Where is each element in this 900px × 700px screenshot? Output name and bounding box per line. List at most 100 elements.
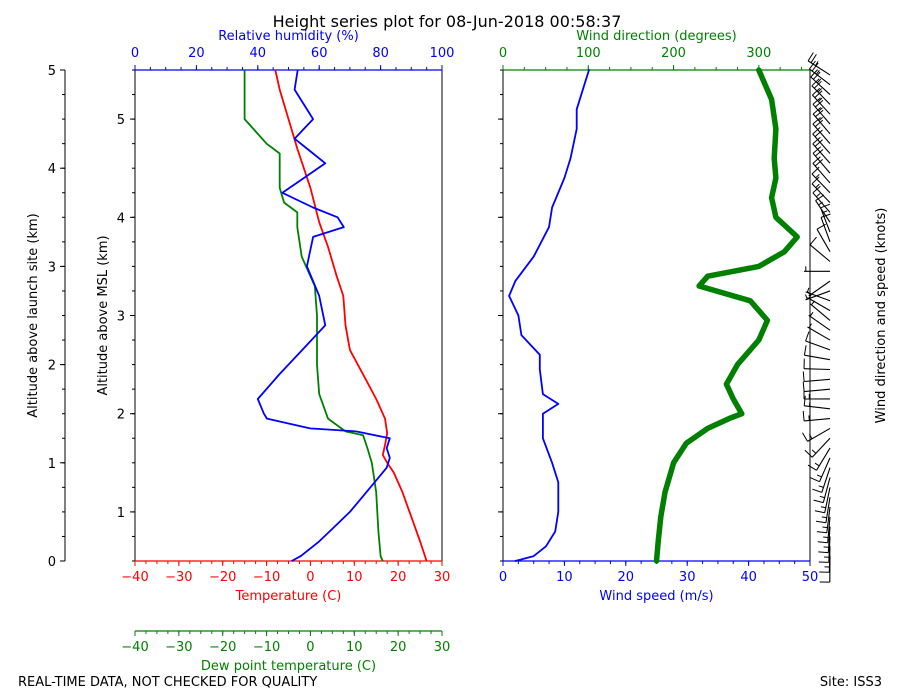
wind-barb-half-feather <box>815 173 820 179</box>
dewpoint-tick-label: −20 <box>209 640 236 655</box>
wind-barb-feather <box>814 159 824 167</box>
wind-barb-feather <box>802 410 805 421</box>
wind-speed-tick-label: 40 <box>740 570 757 585</box>
wind-barb-shaft <box>826 506 831 533</box>
wind-barb-half-feather <box>815 69 820 75</box>
wind-barb-feather <box>814 90 823 98</box>
wind-barb-feather <box>812 97 821 105</box>
wind-barb-feather <box>810 54 817 64</box>
wind-barb-shaft <box>812 143 831 164</box>
wind-barb-half-feather <box>806 290 811 296</box>
launch-site-tick-label: 5 <box>48 64 56 79</box>
wind-barb-half-feather <box>817 88 822 93</box>
msl-tick-label: 1 <box>117 506 125 521</box>
wind-barb-half-feather <box>808 401 811 407</box>
dewpoint-tick-label: −40 <box>121 640 148 655</box>
wind-barb-feather <box>802 432 808 442</box>
wind-barb-shaft <box>811 94 831 115</box>
wind-speed-line <box>508 69 590 562</box>
thermo-panel: 1 2 3 4 5 Altitude above MSL (km) 0 1 2 3 4 5 Altitu… <box>26 29 454 674</box>
wind-barb-feather <box>807 464 817 471</box>
wind-barb-feather <box>811 166 820 175</box>
wind-barb-feather <box>814 139 823 147</box>
dewpoint-tick-label: 20 <box>390 640 407 655</box>
wind-barb-feather <box>812 156 821 164</box>
wind-barb-shaft <box>803 368 831 371</box>
wind-barb-feather <box>804 449 813 458</box>
wind-barb-shaft <box>821 467 831 493</box>
wind-barb-feather <box>811 176 820 185</box>
wind-barb-shaft <box>818 457 831 482</box>
wind-barb-shaft <box>809 244 831 262</box>
msl-tick-label: 2 <box>117 408 125 423</box>
temperature-axis-label: Temperature (C) <box>235 589 342 604</box>
rh-tick-label: 100 <box>430 46 455 61</box>
wind-barb-feather <box>813 80 822 89</box>
wind-barb-half-feather <box>809 434 813 440</box>
wind-barb-shaft <box>805 290 831 301</box>
wind-barb-shaft <box>812 123 831 145</box>
wind-barb-feather <box>812 127 821 135</box>
wind-barb-shaft <box>810 76 831 95</box>
wind-barb-shaft <box>827 526 831 553</box>
rh-line <box>256 69 391 562</box>
wind-dir-tick-label: 100 <box>576 46 601 61</box>
wind-barb-half-feather <box>817 97 823 102</box>
wind-barb-shaft <box>804 405 831 410</box>
footer-quality-note: REAL-TIME DATA, NOT CHECKED FOR QUALITY <box>18 675 317 690</box>
temperature-tick-label: −10 <box>253 570 280 585</box>
wind-barb-shaft <box>828 536 831 563</box>
wind-barb-feather <box>820 203 831 209</box>
wind-barb-axis-label: Wind direction and speed (knots) <box>874 208 889 424</box>
temperature-tick-label: −30 <box>165 570 192 585</box>
wind-barb-feather <box>809 60 816 70</box>
wind-barb-half-feather <box>814 462 820 467</box>
wind-barb-feather <box>812 117 821 125</box>
wind-barb-shaft <box>822 477 831 503</box>
wind-barb-shaft <box>804 378 831 383</box>
wind-barb-half-feather <box>815 193 821 198</box>
wind-barb-shaft <box>812 192 831 213</box>
wind-barb-feather <box>815 109 824 118</box>
wind-barb-feather <box>802 381 805 392</box>
rh-tick-label: 60 <box>311 46 328 61</box>
wind-barb-half-feather <box>818 107 823 112</box>
wind-barb-feather <box>810 69 818 78</box>
wind-barb-half-feather <box>815 183 820 188</box>
wind-barb-feather <box>811 62 819 72</box>
wind-barbs-column <box>802 52 831 583</box>
wind-speed-tick-label: 50 <box>802 570 819 585</box>
wind-barb-shaft <box>812 103 831 125</box>
wind-barb-feather <box>812 146 822 154</box>
wind-dir-axis-label: Wind direction (degrees) <box>576 29 736 44</box>
wind-barb-half-feather <box>822 526 828 529</box>
wind-barb-shaft <box>808 314 831 331</box>
launch-site-tick-label: 0 <box>48 555 56 570</box>
rh-tick-label: 80 <box>372 46 389 61</box>
msl-axis-label: Altitude above MSL (km) <box>96 235 111 395</box>
wind-barb-feather <box>812 136 821 145</box>
wind-barb-shaft <box>811 437 831 458</box>
wind-direction-line <box>653 67 800 564</box>
launch-site-axis-label: Altitude above launch site (km) <box>26 213 41 417</box>
wind-speed-tick-label: 30 <box>679 570 696 585</box>
wind-barb-shaft <box>807 326 831 341</box>
wind-barb-shaft <box>807 427 831 442</box>
temperature-tick-label: 0 <box>306 570 314 585</box>
wind-barb-feather <box>805 331 810 342</box>
rh-tick-label: 0 <box>131 46 139 61</box>
wind-barb-shaft <box>827 516 831 543</box>
wind-barb-feather <box>809 236 817 246</box>
temperature-line <box>274 69 428 562</box>
wind-barb-shaft <box>820 207 831 233</box>
wind-barb-shaft <box>807 297 831 312</box>
wind-barb-feather <box>815 149 824 157</box>
wind-barb-half-feather <box>808 323 812 329</box>
wind-dir-tick-label: 0 <box>499 46 507 61</box>
wind-barb-half-feather <box>821 516 827 519</box>
wind-barb-feather <box>816 531 827 534</box>
temperature-tick-label: 20 <box>390 570 407 585</box>
msl-tick-label: 3 <box>117 310 125 325</box>
wind-barb-shaft <box>811 85 831 105</box>
